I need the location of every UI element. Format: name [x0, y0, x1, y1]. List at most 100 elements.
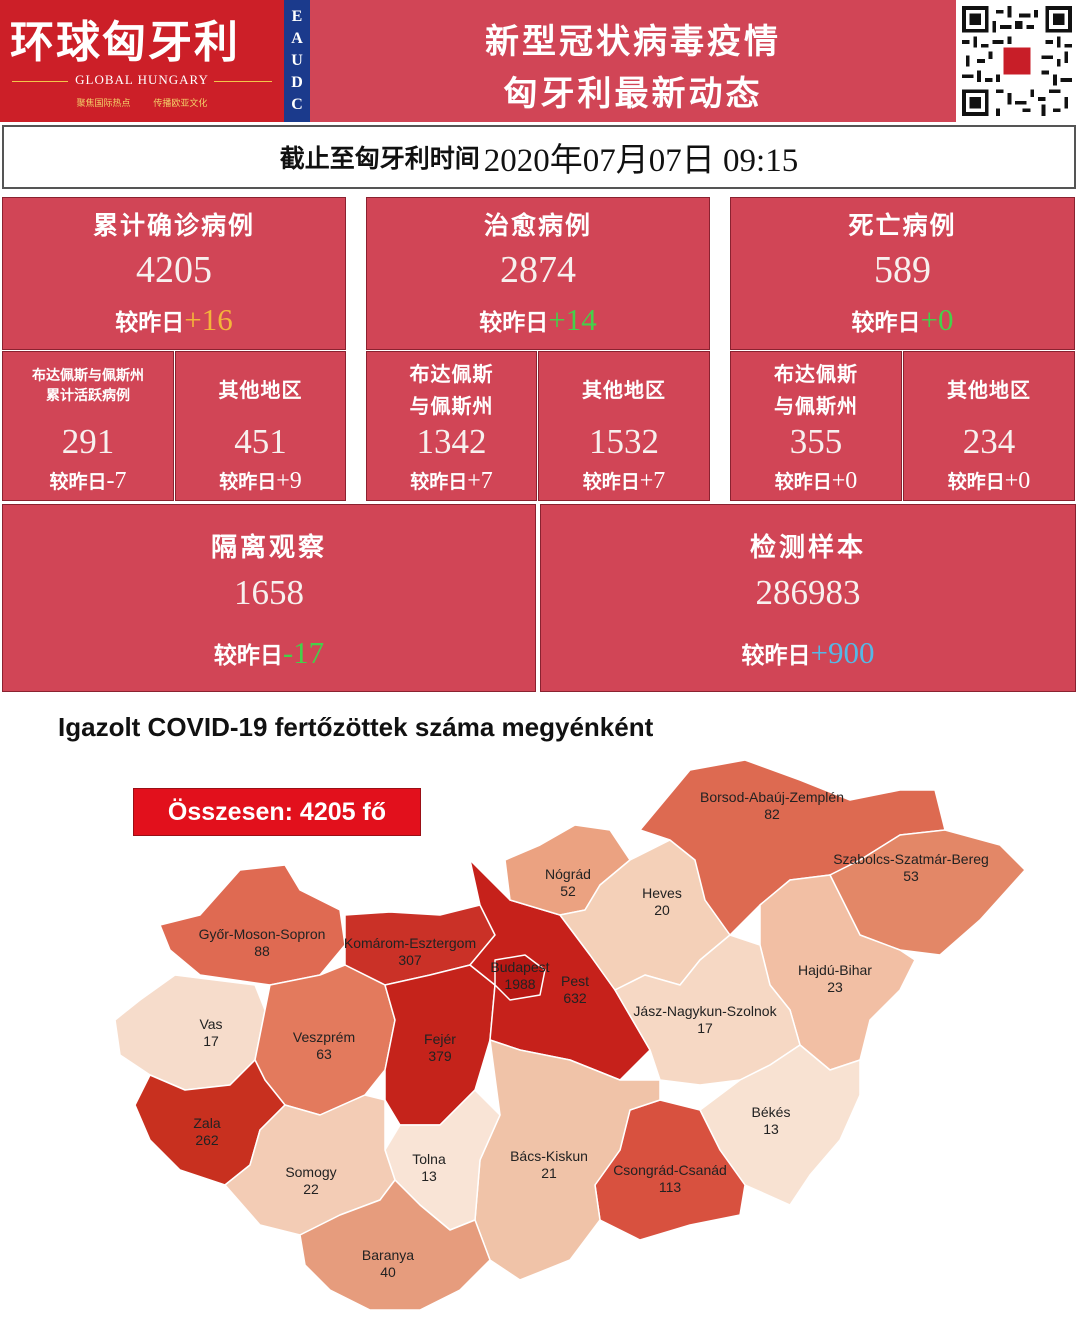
- county-value-label: 1988: [504, 976, 535, 992]
- diff-label: 较昨日: [947, 471, 1005, 493]
- recovered-card: 治愈病例 2874 较昨日+14: [366, 197, 710, 350]
- sub-card-title: 其他地区: [218, 378, 303, 402]
- county-value-label: 23: [827, 979, 843, 995]
- qr-code-icon[interactable]: [962, 6, 1072, 116]
- badge-letter: U: [291, 52, 303, 69]
- recovered-diff-line: 较昨日+14: [367, 302, 709, 338]
- county-value-label: 307: [398, 952, 422, 968]
- logo-chinese-text: 环球匈牙利: [10, 17, 240, 68]
- county-name-label: Vas: [199, 1016, 222, 1032]
- date-bar: 截止至匈牙利时间 2020年07月07日 09:15: [2, 125, 1076, 189]
- county-name-label: Zala: [193, 1115, 220, 1131]
- quarantine-diff-line: 较昨日-17: [3, 635, 535, 671]
- sub-card-diff: +0: [831, 468, 858, 494]
- sub-card-title: 布达佩斯 与佩斯州: [774, 362, 858, 418]
- sub-card-other-deaths: 其他地区 234 较昨日+0: [903, 351, 1075, 501]
- tests-title: 检测样本: [749, 533, 866, 563]
- sub-card-value: 451: [234, 422, 287, 461]
- diff-label: 较昨日: [213, 642, 283, 669]
- sub-card-value: 291: [61, 422, 115, 461]
- date-value: 2020年07月07日 09:15: [483, 143, 799, 179]
- county-name-label: Budapest: [490, 959, 549, 975]
- badge-letter: D: [291, 74, 303, 91]
- quarantine-diff: -17: [282, 635, 325, 670]
- sub-card-diff: +7: [467, 468, 493, 494]
- county-name-label: Heves: [642, 885, 682, 901]
- confirmed-diff: +16: [184, 302, 233, 337]
- logo-tagline: 聚焦国际热点 传播欧亚文化: [76, 99, 208, 109]
- map-title: Igazolt COVID-19 fertőzöttek száma megyé…: [58, 712, 654, 742]
- sub-card-budapest-recovered: 布达佩斯 与佩斯州 1342 较昨日+7: [366, 351, 537, 501]
- sub-card-diff: +9: [276, 468, 302, 494]
- county-name-label: Tolna: [412, 1151, 446, 1167]
- county-name-label: Borsod-Abaúj-Zemplén: [700, 789, 844, 805]
- deaths-diff-line: 较昨日+0: [731, 302, 1074, 338]
- badge-letter: C: [291, 96, 303, 113]
- county-name-label: Csongrád-Csanád: [613, 1162, 727, 1178]
- county-name-label: Komárom-Esztergom: [344, 935, 476, 951]
- county-value-label: 20: [654, 902, 670, 918]
- diff-label: 较昨日: [741, 642, 811, 669]
- tests-diff-line: 较昨日+900: [541, 635, 1075, 671]
- tests-diff: +900: [810, 635, 875, 670]
- county-value-label: 52: [560, 883, 576, 899]
- confirmed-diff-line: 较昨日+16: [3, 302, 345, 338]
- logo-divider-right: [214, 81, 272, 82]
- county-baranya[interactable]: [299, 1179, 491, 1311]
- logo-block: [0, 0, 284, 122]
- diff-label: 较昨日: [851, 309, 921, 336]
- sub-card-budapest-deaths: 布达佩斯 与佩斯州 355 较昨日+0: [730, 351, 902, 501]
- county-szabolcs-szatmar-bereg[interactable]: [829, 829, 1026, 956]
- county-name-label: Győr-Moson-Sopron: [199, 926, 326, 942]
- sub-card-diff-line: 较昨日+7: [367, 467, 536, 495]
- confirmed-title: 累计确诊病例: [92, 211, 255, 240]
- sub-card-other-active: 其他地区 451 较昨日+9: [175, 351, 346, 501]
- sub-card-value: 1342: [416, 422, 487, 461]
- deaths-title: 死亡病例: [848, 211, 957, 240]
- sub-card-diff-line: 较昨日+0: [904, 467, 1074, 495]
- county-value-label: 40: [380, 1264, 396, 1280]
- sub-card-value: 234: [962, 422, 1016, 461]
- county-gyor-moson-sopron[interactable]: [159, 864, 346, 986]
- diff-label: 较昨日: [219, 471, 277, 493]
- county-name-label: Baranya: [362, 1247, 414, 1263]
- deaths-diff: +0: [920, 302, 954, 337]
- county-name-label: Szabolcs-Szatmár-Bereg: [833, 851, 989, 867]
- sub-card-diff: +0: [1004, 468, 1031, 494]
- sub-card-value: 1532: [589, 422, 659, 461]
- diff-label: 较昨日: [49, 471, 107, 493]
- quarantine-card: 隔离观察 1658 较昨日-17: [2, 504, 536, 692]
- quarantine-title: 隔离观察: [210, 533, 327, 563]
- sub-card-title: 其他地区: [582, 378, 666, 402]
- county-name-label: Veszprém: [293, 1029, 355, 1045]
- county-budapest[interactable]: [494, 954, 546, 1001]
- county-value-label: 13: [421, 1168, 437, 1184]
- sub-card-diff: +7: [639, 468, 666, 494]
- sub-card-diff-line: 较昨日+7: [539, 467, 709, 495]
- deaths-card: 死亡病例 589 较昨日+0: [730, 197, 1075, 350]
- county-value-label: 113: [659, 1179, 682, 1195]
- recovered-diff: +14: [548, 302, 597, 337]
- county-value-label: 379: [428, 1048, 452, 1064]
- eaudc-badge: E A U D C: [284, 0, 310, 122]
- sub-card-other-recovered: 其他地区 1532 较昨日+7: [538, 351, 710, 501]
- county-value-label: 82: [764, 806, 780, 822]
- headline-line-1: 新型冠状病毒疫情: [485, 22, 781, 62]
- headline-banner: 新型冠状病毒疫情 匈牙利最新动态: [310, 0, 956, 122]
- sub-card-title: 其他地区: [947, 378, 1031, 402]
- county-value-label: 632: [563, 990, 587, 1006]
- diff-label: 较昨日: [479, 309, 549, 336]
- diff-label: 较昨日: [115, 309, 185, 336]
- sub-card-title: 布达佩斯 与佩斯州: [409, 362, 494, 418]
- county-name-label: Bács-Kiskun: [510, 1148, 588, 1164]
- county-name-label: Nógrád: [545, 866, 591, 882]
- county-value-label: 88: [254, 943, 270, 959]
- diff-label: 较昨日: [774, 471, 832, 493]
- sub-card-budapest-active: 布达佩斯与佩斯州 累计活跃病例 291 较昨日-7: [2, 351, 174, 501]
- county-value-label: 53: [903, 868, 919, 884]
- sub-card-title: 布达佩斯与佩斯州 累计活跃病例: [32, 368, 144, 404]
- county-name-label: Pest: [561, 973, 589, 989]
- county-value-label: 262: [195, 1132, 219, 1148]
- county-value-label: 22: [303, 1181, 319, 1197]
- diff-label: 较昨日: [582, 471, 640, 493]
